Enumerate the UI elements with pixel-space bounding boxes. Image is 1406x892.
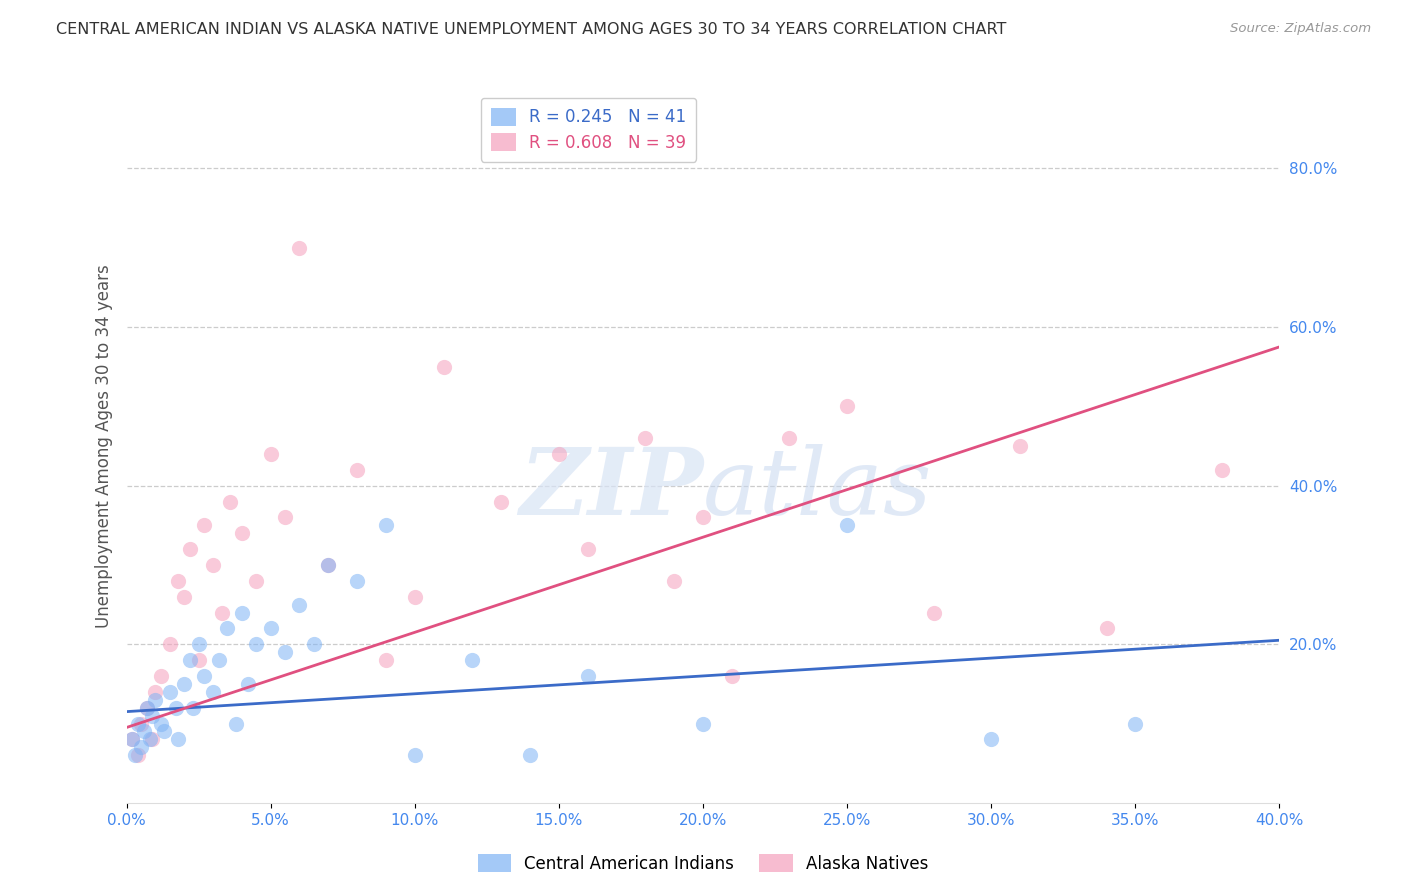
Point <box>173 590 195 604</box>
Point <box>692 510 714 524</box>
Point <box>179 653 201 667</box>
Point <box>404 748 426 763</box>
Text: Source: ZipAtlas.com: Source: ZipAtlas.com <box>1230 22 1371 36</box>
Point <box>346 463 368 477</box>
Point <box>150 669 173 683</box>
Point <box>374 518 398 533</box>
Point <box>202 685 225 699</box>
Point <box>135 700 157 714</box>
Point <box>576 542 599 557</box>
Point <box>173 677 195 691</box>
Point <box>141 708 163 723</box>
Point <box>127 748 149 763</box>
Point <box>980 732 1002 747</box>
Point <box>231 526 253 541</box>
Point <box>141 732 163 747</box>
Point <box>835 518 858 533</box>
Point <box>835 400 858 414</box>
Point <box>159 637 181 651</box>
Point <box>129 740 152 755</box>
Point <box>202 558 225 572</box>
Point <box>225 716 247 731</box>
Point <box>219 494 242 508</box>
Point <box>193 518 215 533</box>
Point <box>1123 716 1146 731</box>
Point <box>720 669 742 683</box>
Legend: R = 0.245   N = 41, R = 0.608   N = 39: R = 0.245 N = 41, R = 0.608 N = 39 <box>481 97 696 161</box>
Point <box>779 431 801 445</box>
Point <box>1008 439 1031 453</box>
Point <box>127 716 149 731</box>
Point <box>231 606 253 620</box>
Point <box>274 645 297 659</box>
Point <box>288 598 311 612</box>
Point <box>634 431 657 445</box>
Point <box>135 700 157 714</box>
Point <box>211 606 233 620</box>
Point <box>129 716 152 731</box>
Point <box>461 653 484 667</box>
Point <box>193 669 215 683</box>
Point <box>121 732 143 747</box>
Point <box>548 447 571 461</box>
Point <box>318 558 340 572</box>
Point <box>922 606 945 620</box>
Point <box>404 590 426 604</box>
Point <box>165 700 187 714</box>
Point <box>187 637 209 651</box>
Point <box>124 748 146 763</box>
Y-axis label: Unemployment Among Ages 30 to 34 years: Unemployment Among Ages 30 to 34 years <box>94 264 112 628</box>
Text: CENTRAL AMERICAN INDIAN VS ALASKA NATIVE UNEMPLOYMENT AMONG AGES 30 TO 34 YEARS : CENTRAL AMERICAN INDIAN VS ALASKA NATIVE… <box>56 22 1007 37</box>
Point <box>236 677 259 691</box>
Point <box>208 653 231 667</box>
Point <box>692 716 714 731</box>
Point <box>259 447 281 461</box>
Point <box>145 685 166 699</box>
Point <box>245 574 267 588</box>
Point <box>167 732 190 747</box>
Point <box>132 724 155 739</box>
Point <box>576 669 599 683</box>
Point <box>179 542 201 557</box>
Point <box>374 653 398 667</box>
Point <box>167 574 190 588</box>
Point <box>145 692 166 706</box>
Point <box>433 359 456 374</box>
Point <box>217 621 239 635</box>
Point <box>1211 463 1233 477</box>
Text: atlas: atlas <box>703 444 932 533</box>
Point <box>259 621 281 635</box>
Point <box>153 724 176 739</box>
Point <box>288 241 311 255</box>
Point <box>1095 621 1118 635</box>
Point <box>121 732 143 747</box>
Point <box>489 494 512 508</box>
Point <box>346 574 368 588</box>
Point <box>187 653 209 667</box>
Text: ZIP: ZIP <box>519 444 703 533</box>
Point <box>318 558 340 572</box>
Point <box>302 637 325 651</box>
Point <box>159 685 181 699</box>
Point <box>274 510 297 524</box>
Point <box>150 716 173 731</box>
Point <box>664 574 686 588</box>
Point <box>245 637 267 651</box>
Point <box>138 732 160 747</box>
Point <box>519 748 541 763</box>
Legend: Central American Indians, Alaska Natives: Central American Indians, Alaska Natives <box>471 847 935 880</box>
Point <box>181 700 204 714</box>
